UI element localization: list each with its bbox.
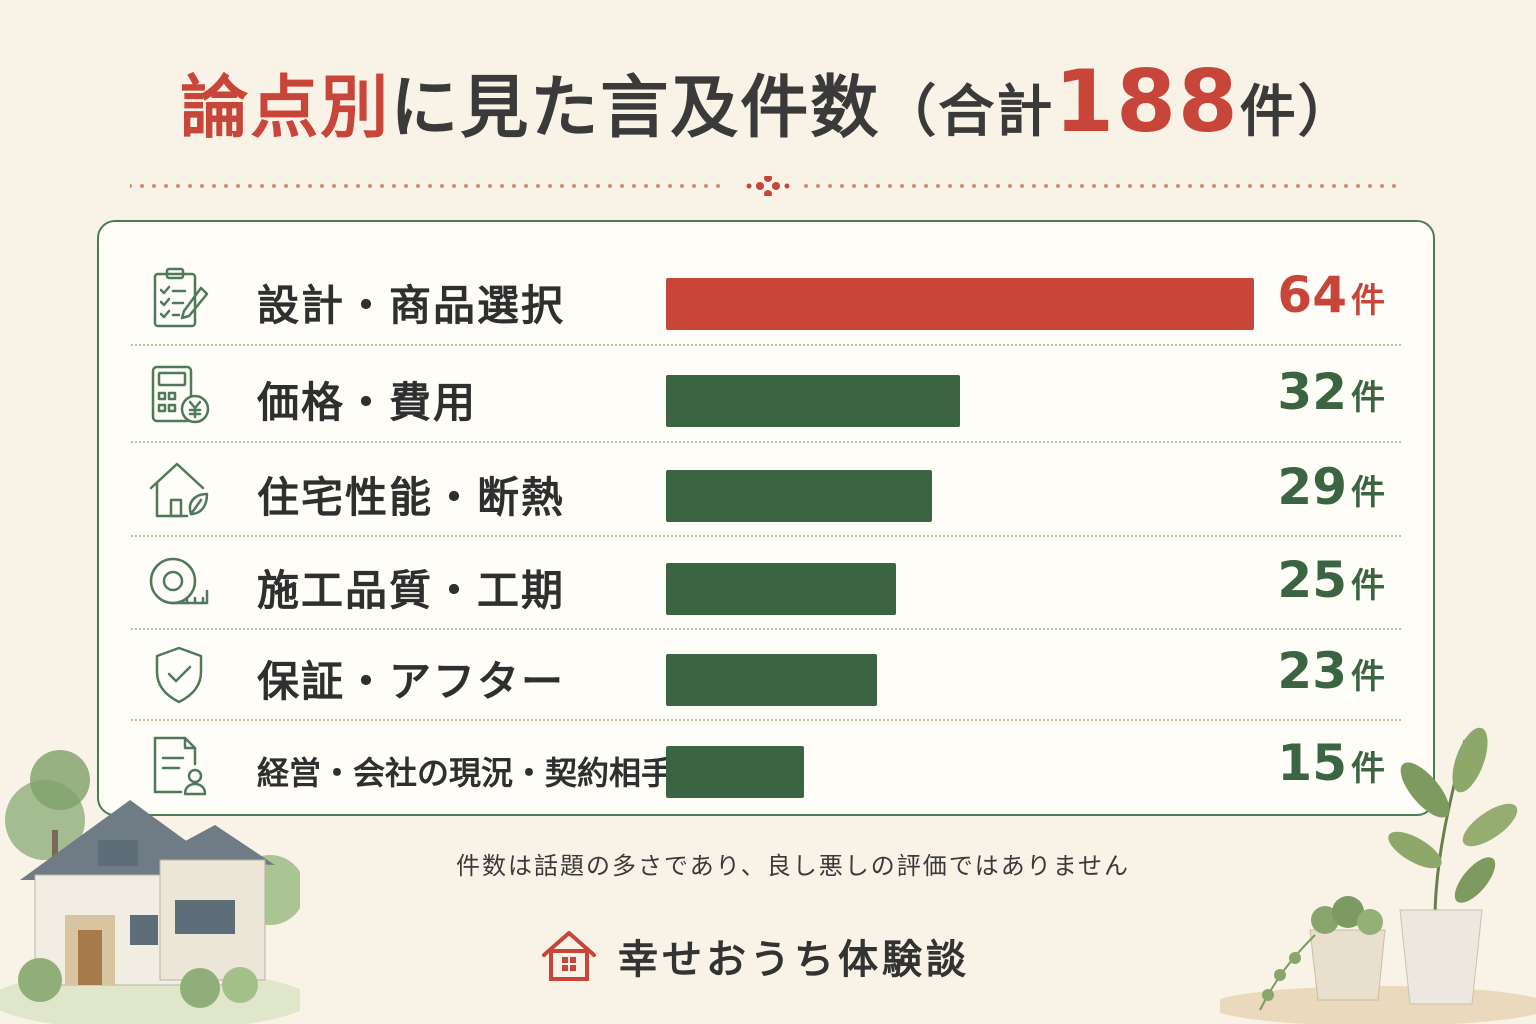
- value-number: 64: [1277, 266, 1347, 324]
- value-number: 15: [1277, 734, 1347, 792]
- bar: [666, 470, 932, 522]
- category-label: 住宅性能・断熱: [257, 473, 566, 522]
- chart-row: 住宅性能・断熱 29 件: [99, 442, 1433, 534]
- value-number: 25: [1277, 551, 1347, 609]
- house-leaf-icon: [147, 458, 211, 522]
- plants-illustration: [1220, 727, 1536, 1024]
- bar: [666, 563, 896, 615]
- title-highlight: 論点別: [180, 69, 391, 148]
- document-person-icon: [147, 734, 211, 798]
- bar: [666, 746, 804, 798]
- house-illustration: [0, 750, 300, 1024]
- value-unit: 件: [1351, 566, 1385, 606]
- bar: [666, 654, 877, 706]
- value-label: 32 件: [1277, 363, 1385, 421]
- category-label: 価格・費用: [257, 378, 478, 427]
- chart-row: 経営・会社の現況・契約相手 15 件: [99, 718, 1433, 810]
- chart-row: 価格・費用 32 件: [99, 347, 1433, 439]
- value-label: 29 件: [1277, 458, 1385, 516]
- tape-measure-icon: [147, 551, 211, 615]
- value-unit: 件: [1351, 378, 1385, 418]
- calculator-yen-icon: [147, 363, 211, 427]
- row-divider: [131, 719, 1401, 721]
- bar: [666, 278, 1254, 330]
- chart-row: 施工品質・工期 25 件: [99, 535, 1433, 627]
- row-divider: [131, 535, 1401, 537]
- chart-title: 論点別に見た言及件数（合計188件）: [0, 52, 1536, 152]
- shield-check-icon: [147, 642, 211, 706]
- value-number: 32: [1277, 363, 1347, 421]
- value-label: 64 件: [1277, 266, 1385, 324]
- clipboard-checklist-icon: [147, 266, 211, 330]
- category-label: 保証・アフター: [257, 657, 566, 706]
- title-paren-open: （合計: [880, 80, 1055, 145]
- value-unit: 件: [1351, 473, 1385, 513]
- category-label: 経営・会社の現況・契約相手: [257, 754, 674, 792]
- value-number: 29: [1277, 458, 1347, 516]
- value-label: 15 件: [1277, 734, 1385, 792]
- title-main: に見た言及件数: [390, 69, 881, 148]
- row-divider: [131, 628, 1401, 630]
- title-divider: [130, 176, 1406, 196]
- house-logo-icon: [542, 931, 596, 981]
- value-label: 25 件: [1277, 551, 1385, 609]
- category-label: 設計・商品選択: [257, 281, 566, 330]
- chart-row: 設計・商品選択 64 件: [99, 250, 1433, 342]
- category-label: 施工品質・工期: [257, 566, 566, 615]
- value-label: 23 件: [1277, 642, 1385, 700]
- row-divider: [131, 441, 1401, 443]
- value-unit: 件: [1351, 657, 1385, 697]
- brand: 幸せおうち体験談: [540, 926, 970, 986]
- title-total: 188: [1054, 52, 1240, 152]
- bar: [666, 375, 960, 427]
- chart-row: 保証・アフター 23 件: [99, 626, 1433, 718]
- brand-name: 幸せおうち体験談: [618, 937, 970, 983]
- value-number: 23: [1277, 642, 1347, 700]
- chart-panel: 設計・商品選択 64 件価格・費用 32 件住宅性能・断熱 29 件施工品質・工期 25 件保証…: [97, 220, 1435, 816]
- row-divider: [131, 344, 1401, 346]
- value-unit: 件: [1351, 749, 1385, 789]
- value-unit: 件: [1351, 281, 1385, 321]
- footnote: 件数は話題の多さであり、良し悪しの評価ではありません: [455, 852, 1131, 880]
- title-paren-close: 件）: [1239, 80, 1356, 145]
